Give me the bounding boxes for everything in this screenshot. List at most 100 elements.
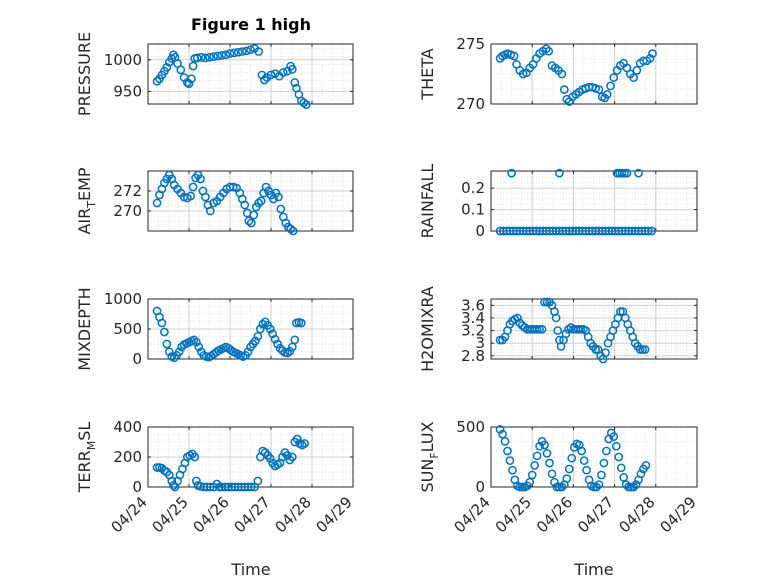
data-point: [634, 168, 643, 178]
data-point: [620, 168, 629, 178]
data-point: [249, 210, 259, 220]
data-point: [176, 65, 186, 75]
data-point: [162, 339, 172, 349]
data-point: [253, 331, 263, 341]
data-point: [609, 73, 619, 82]
y-tick-label: 2.8: [461, 347, 485, 365]
y-tick-label: 1000: [104, 51, 142, 69]
data-point: [152, 463, 162, 472]
y-tick-label: 400: [113, 418, 142, 436]
data-point: [260, 75, 269, 85]
data-point: [270, 334, 280, 344]
data-point: [591, 345, 600, 354]
data-point: [594, 85, 604, 94]
data-point: [635, 345, 645, 354]
data-point: [564, 464, 574, 474]
x-tick-label: 04/24: [108, 493, 151, 536]
axes-box: [147, 170, 354, 232]
data-point: [527, 470, 537, 480]
data-point: [557, 69, 567, 79]
data-point: [640, 345, 650, 354]
data-point: [555, 482, 564, 492]
data-point: [213, 51, 223, 61]
data-point: [562, 474, 572, 483]
data-point: [237, 47, 247, 56]
y-tick-label: 0: [132, 350, 142, 368]
data-point: [517, 482, 527, 492]
x-tick-label: 04/28: [272, 493, 315, 536]
data-point: [645, 54, 655, 63]
data-point: [265, 324, 275, 334]
data-point: [599, 458, 609, 468]
y-tick-label: 500: [456, 418, 485, 436]
axes-box: [147, 43, 354, 105]
data-point: [557, 482, 567, 492]
data-point: [553, 326, 563, 335]
data-point: [619, 473, 629, 482]
data-point: [525, 477, 535, 487]
data-point: [532, 324, 542, 334]
data-point: [160, 327, 169, 337]
data-point: [301, 100, 311, 109]
data-point: [192, 476, 201, 486]
y-axis-label: RAINFALL: [418, 164, 437, 239]
data-point: [292, 434, 302, 444]
data-point: [606, 81, 615, 91]
data-point: [537, 324, 547, 334]
y-tick-label: 1000: [104, 290, 142, 308]
data-point: [276, 204, 286, 214]
data-point: [273, 339, 282, 349]
data-point: [621, 480, 631, 489]
data-point: [188, 61, 198, 71]
data-point: [597, 470, 606, 480]
data-point: [629, 482, 638, 492]
data-point: [152, 76, 162, 86]
xlabel-left: Time: [230, 560, 270, 579]
data-point: [184, 79, 194, 89]
data-point: [186, 191, 195, 201]
y-tick-label: 200: [113, 448, 142, 466]
data-point: [644, 226, 653, 236]
y-tick-label: 0: [475, 478, 485, 496]
data-point: [567, 453, 577, 463]
data-point: [648, 49, 657, 58]
data-point: [638, 345, 647, 354]
data-point: [540, 440, 549, 450]
data-point: [542, 449, 552, 458]
data-point: [188, 182, 198, 192]
data-point: [257, 70, 267, 80]
data-point: [498, 429, 507, 439]
panel-h2omixra: 2.833.23.43.6 H2OMIXRA: [418, 286, 698, 372]
data-point: [626, 482, 636, 492]
x-tick-label: 04/29: [313, 493, 356, 536]
y-tick-label: 270: [113, 202, 142, 220]
data-point: [589, 482, 599, 492]
panel-theta: 270 275 THETA: [418, 35, 698, 113]
panel-air_temp: 270 272 AIRTEMP: [75, 167, 354, 236]
data-point: [201, 192, 210, 202]
data-point: [229, 48, 239, 58]
y-axis-label: SUNFLUX: [418, 421, 441, 492]
y-axis-label: PRESSURE: [75, 32, 94, 116]
data-point: [287, 452, 297, 462]
y-tick-label: 3.4: [461, 309, 485, 327]
data-point: [594, 480, 604, 489]
data-point: [624, 482, 633, 492]
y-tick-label: 0.1: [461, 201, 485, 219]
panel-terr_msl: 0 200 400 TERRMSL 04/2404/2504/2604/2704/280…: [75, 418, 356, 536]
data-point: [214, 482, 224, 492]
data-point: [559, 85, 569, 94]
data-point: [545, 458, 554, 468]
data-point: [507, 168, 516, 178]
x-tick-label: 04/24: [451, 493, 494, 536]
axes-box: [490, 43, 698, 105]
data-point: [541, 44, 551, 54]
y-axis-label: THETA: [418, 48, 437, 100]
data-point: [616, 307, 625, 316]
data-point: [576, 324, 586, 334]
data-point: [240, 200, 250, 210]
data-point: [164, 347, 174, 357]
data-point: [500, 437, 510, 446]
data-point: [535, 324, 544, 334]
